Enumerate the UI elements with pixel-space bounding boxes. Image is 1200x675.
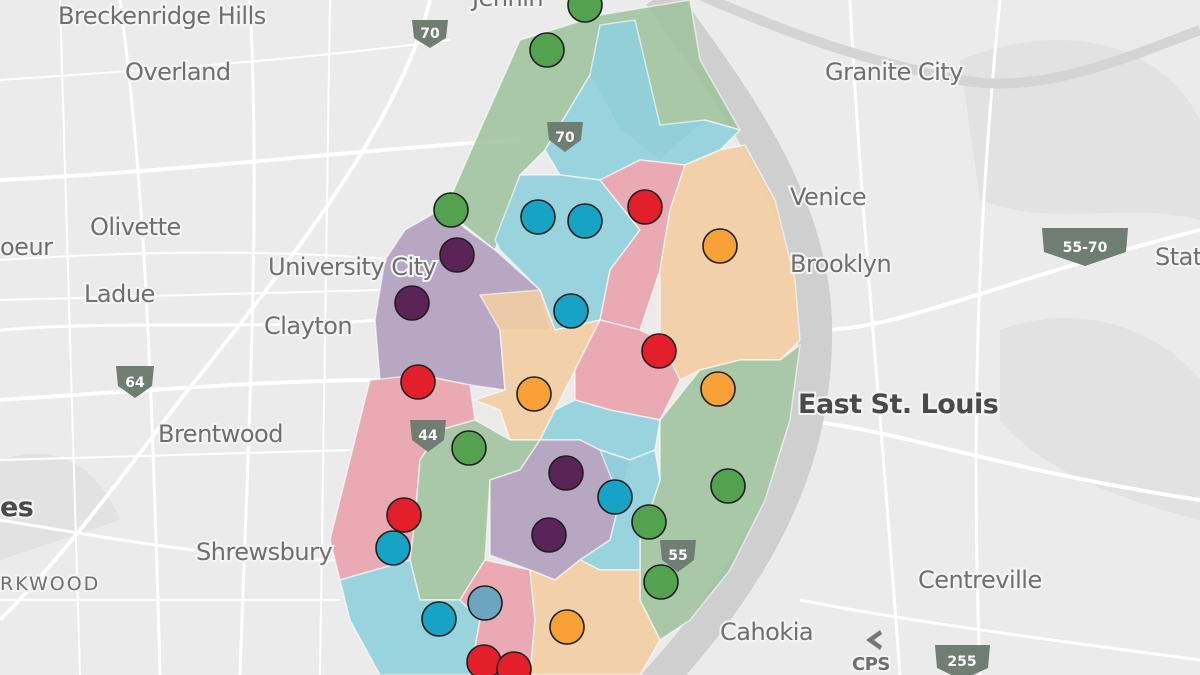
marker[interactable] [553,293,589,329]
shield-label: 55-70 [1063,240,1108,256]
marker[interactable] [631,504,667,540]
marker[interactable] [400,364,436,400]
shields: 70 70 64 44 55 255 55-70 [116,20,1128,675]
place-label: Stat [1155,243,1200,271]
marker[interactable] [439,237,475,273]
place-label: CPS [852,654,890,675]
place-label: University City [268,253,437,281]
place-label: Shrewsbury [196,538,332,566]
shield: 255 [935,645,990,675]
shield-label: 44 [418,428,438,444]
place-label: oeur [0,233,53,261]
marker[interactable] [466,644,502,675]
place-label: Granite City [825,58,963,86]
place-label: Cahokia [720,618,813,646]
airport-icon [866,630,882,650]
shield: 44 [410,420,446,452]
marker[interactable] [567,203,603,239]
place-label: Jennin [470,0,543,12]
marker[interactable] [496,651,532,675]
shield: 55 [660,540,696,572]
place-label: RKWOOD [0,573,100,595]
marker[interactable] [597,479,633,515]
place-label: Breckenridge Hills [58,2,266,30]
marker[interactable] [421,601,457,637]
shield: 64 [116,366,154,398]
shield: 55-70 [1042,228,1128,266]
place-label: Clayton [264,312,352,340]
river [640,0,833,675]
marker[interactable] [386,497,422,533]
marker[interactable] [641,333,677,369]
place-label: Venice [790,183,866,211]
marker[interactable] [710,468,746,504]
marker[interactable] [567,0,603,23]
place-label: Ladue [84,280,155,308]
place-label: Centreville [918,566,1042,594]
marker[interactable] [467,585,503,621]
shield-label: 70 [555,130,575,146]
marker[interactable] [520,199,556,235]
marker[interactable] [549,609,585,645]
marker[interactable] [394,285,430,321]
river [698,0,1200,89]
shield: 70 [547,122,583,152]
shield: 70 [412,20,448,48]
place-label: es [0,492,33,523]
place-label: Brentwood [158,420,283,448]
markers [375,0,746,675]
marker[interactable] [548,455,584,491]
place-label: Brooklyn [790,250,891,278]
shield-label: 55 [668,548,687,564]
shield-label: 70 [420,26,440,42]
marker[interactable] [702,228,738,264]
marker[interactable] [529,32,565,68]
marker[interactable] [627,189,663,225]
shield-label: 255 [947,654,976,670]
marker[interactable] [643,564,679,600]
marker[interactable] [451,430,487,466]
place-label: Overland [125,58,231,86]
marker[interactable] [375,530,411,566]
marker[interactable] [700,371,736,407]
marker[interactable] [531,517,567,553]
marker[interactable] [433,192,469,228]
place-label: East St. Louis [798,389,998,420]
shield-label: 64 [125,375,145,391]
marker[interactable] [516,376,552,412]
place-label: Olivette [90,213,181,241]
